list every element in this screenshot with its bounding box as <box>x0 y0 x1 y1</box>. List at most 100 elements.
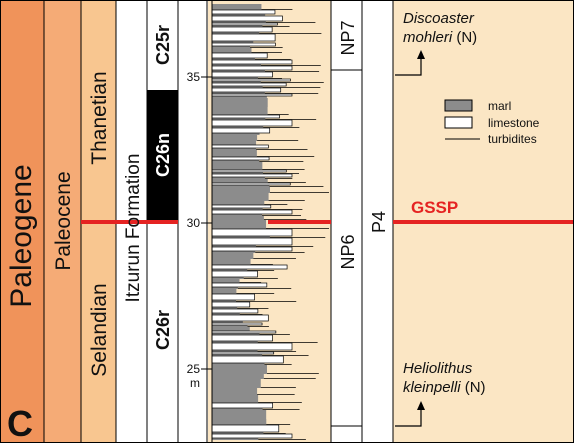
limestone-bed <box>211 182 291 186</box>
lithologic-log <box>211 0 329 443</box>
upper-event-suffix: (N) <box>452 29 477 46</box>
marl-bed <box>212 379 261 388</box>
series-label: Paleocene <box>52 171 75 270</box>
series-column <box>44 0 81 443</box>
marl-bed <box>212 179 268 183</box>
marl-bed <box>212 388 258 395</box>
limestone-bed <box>211 264 288 270</box>
limestone-bed <box>211 308 259 314</box>
nanno-np6-label: NP6 <box>338 234 358 269</box>
limestone-bed <box>211 26 273 33</box>
marl-bed <box>212 162 263 170</box>
marl-bed <box>212 419 267 425</box>
marl-bed <box>212 141 257 145</box>
limestone-bed <box>211 246 293 252</box>
formation-label: Itzurun Formation <box>123 154 144 303</box>
marl-bed <box>212 135 258 141</box>
system-column <box>0 0 44 443</box>
limestone-bed <box>211 334 273 342</box>
limestone-bed <box>211 22 278 26</box>
stage-upper-label: Thanetian <box>88 71 111 164</box>
marl-bed <box>212 279 240 283</box>
foram-zone-column <box>362 0 393 443</box>
marl-bed <box>212 374 264 379</box>
limestone-bed <box>211 342 293 351</box>
marl-bed <box>212 220 267 229</box>
lower-event-suffix: (N) <box>461 379 486 396</box>
limestone-bed <box>211 330 277 334</box>
marl-bed <box>212 107 268 115</box>
marl-bed <box>212 150 257 157</box>
marl-bed <box>212 98 268 107</box>
legend-marl-swatch <box>444 99 473 112</box>
marl-bed <box>212 259 251 265</box>
limestone-bed <box>211 42 276 47</box>
depth-label-30: 30 <box>187 216 201 230</box>
marl-bed <box>212 289 237 294</box>
marl-bed <box>212 187 270 193</box>
lower-event-arrow <box>395 409 422 427</box>
limestone-bed <box>211 301 251 308</box>
limestone-bed <box>211 209 293 215</box>
limestone-bed <box>211 424 280 433</box>
marl-bed <box>212 365 267 374</box>
limestone-bed <box>211 169 287 173</box>
magnetochron-c26n-bar <box>147 90 178 221</box>
limestone-bed <box>211 114 280 119</box>
limestone-bed <box>211 314 269 322</box>
legend-limestone-label: limestone <box>488 116 540 130</box>
limestone-bed <box>211 156 270 161</box>
system-label: Paleogene <box>5 164 38 307</box>
depth-label-25: 25 <box>187 362 201 376</box>
limestone-bed <box>211 87 282 93</box>
marl-bed <box>212 4 262 10</box>
limestone-bed <box>211 52 268 59</box>
limestone-bed <box>211 9 276 15</box>
upper-event-epithet: mohleri <box>403 29 453 46</box>
foram-p4-label: P4 <box>369 211 389 233</box>
limestone-bed <box>211 322 263 326</box>
limestone-bed <box>211 228 293 237</box>
marl-bed <box>212 216 264 220</box>
limestone-bed <box>211 82 287 87</box>
magnetochron-c26r-label: C26r <box>153 310 173 350</box>
nannofossil-zone-column <box>331 0 362 443</box>
limestone-bed <box>211 33 276 42</box>
limestone-bed <box>211 402 273 409</box>
limestone-bed <box>211 282 268 288</box>
limestone-bed <box>211 237 293 246</box>
upper-event-species-1: Discoaster <box>403 10 475 27</box>
legend-limestone-swatch <box>444 116 473 129</box>
gssp-label: GSSP <box>411 198 458 217</box>
limestone-bed <box>211 78 291 82</box>
upper-event-species-2: mohleri (N) <box>403 29 477 46</box>
limestone-bed <box>211 71 273 78</box>
limestone-bed <box>211 204 272 209</box>
limestone-bed <box>211 173 293 178</box>
legend-turbidites-label: turbidites <box>488 132 537 146</box>
legend-marl-label: marl <box>488 99 511 113</box>
legend: marl limestone turbidites <box>444 99 540 146</box>
limestone-bed <box>211 59 293 65</box>
limestone-bed <box>211 93 293 97</box>
marl-bed <box>212 410 267 419</box>
marl-bed <box>212 48 252 53</box>
lower-event-species-2: kleinpelli (N) <box>403 379 486 396</box>
marl-bed <box>212 201 265 205</box>
lower-event-arrowhead <box>417 401 425 410</box>
marl-bed <box>212 193 269 201</box>
limestone-bed <box>211 351 275 355</box>
limestone-bed <box>211 127 271 134</box>
limestone-bed <box>211 119 293 127</box>
nanno-np7-label: NP7 <box>338 20 358 55</box>
upper-event-arrow <box>395 58 422 76</box>
limestone-bed <box>211 144 269 149</box>
limestone-bed <box>211 355 284 364</box>
panel-label: C <box>7 403 33 443</box>
limestone-bed <box>211 15 283 22</box>
marl-bed <box>212 327 250 331</box>
stage-lower-label: Selandian <box>88 283 111 376</box>
upper-event-arrowhead <box>417 50 425 59</box>
limestone-bed <box>211 270 258 278</box>
